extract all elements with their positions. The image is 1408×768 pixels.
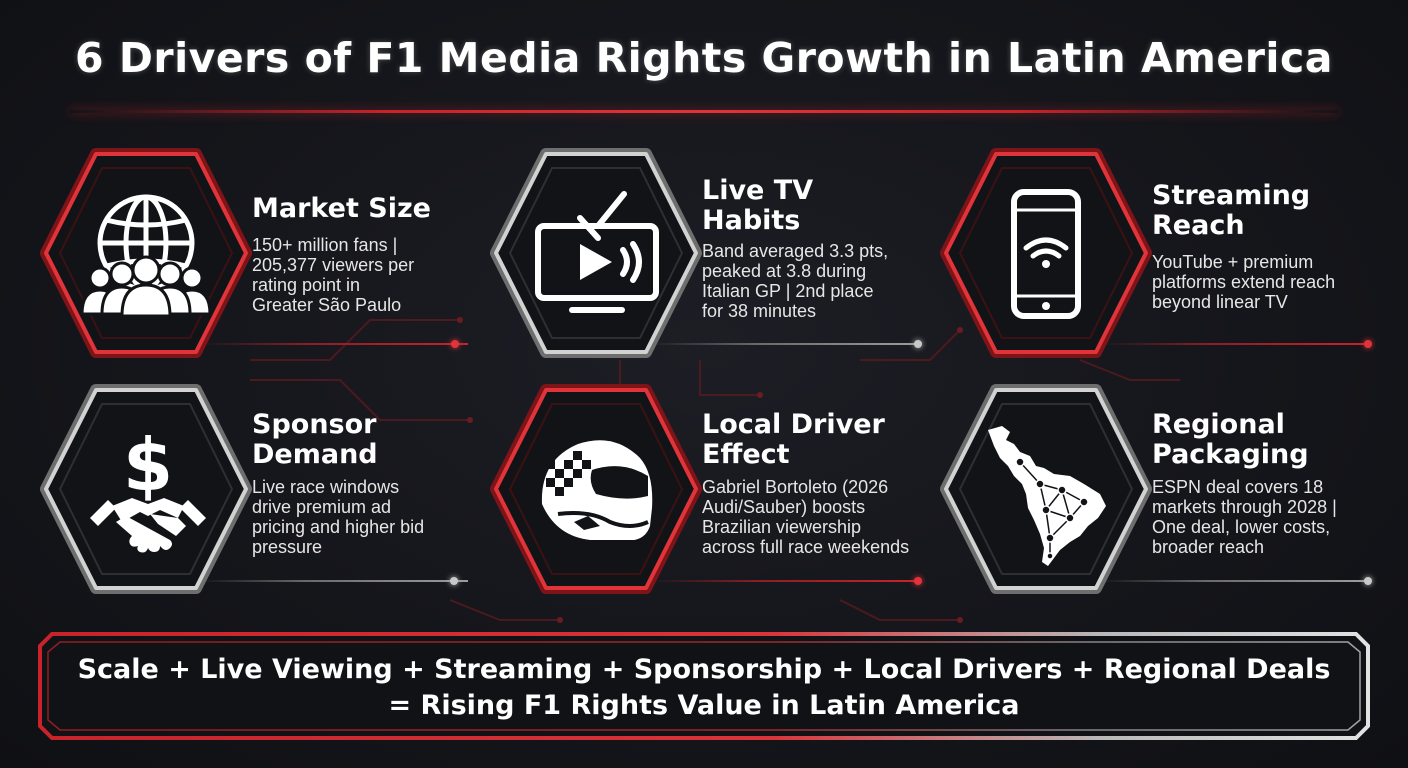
summary-equation: Scale + Live Viewing + Streaming + Spons…: [60, 652, 1348, 724]
dollar-handshake-icon: $: [90, 423, 206, 553]
svg-text:$: $: [123, 423, 173, 507]
card-description: Band averaged 3.3 pts, peaked at 3.8 dur…: [702, 241, 889, 321]
card-title: Sponsor Demand: [252, 409, 378, 470]
summary-line-2: = Rising F1 Rights Value in Latin Americ…: [388, 690, 1020, 721]
driver-card-local-driver-effect: Local Driver Effect Gabriel Bortoleto (2…: [490, 384, 930, 594]
card-description: Gabriel Bortoleto (2026 Audi/Sauber) boo…: [702, 477, 910, 557]
card-description: YouTube + premium platforms extend reach…: [1152, 252, 1336, 312]
connector-line: [200, 580, 468, 582]
card-title: Regional Packaging: [1152, 409, 1309, 470]
connector-dot: [1364, 340, 1372, 348]
title-underline: [70, 110, 1338, 113]
driver-card-market-size: Market Size 150+ million fans | 205,377 …: [40, 148, 480, 358]
connector-dot: [450, 577, 458, 585]
card-title: Market Size: [252, 193, 431, 224]
connector-line: [200, 343, 468, 345]
smartphone-wifi-icon: [1011, 189, 1081, 319]
card-description: ESPN deal covers 18 markets through 2028…: [1152, 477, 1337, 557]
card-description: Live race windows drive premium ad prici…: [252, 477, 425, 557]
racing-helmet-icon: [541, 440, 653, 540]
globe-people-icon: [80, 194, 212, 318]
connector-dot: [451, 340, 459, 348]
connector-line: [650, 580, 918, 582]
connector-dot: [1364, 577, 1372, 585]
latin-america-network-map-icon: [988, 426, 1106, 566]
card-title: Local Driver Effect: [702, 409, 885, 470]
driver-card-regional-packaging: Regional Packaging ESPN deal covers 18 m…: [940, 384, 1380, 594]
connector-dot: [914, 340, 922, 348]
connector-line: [1100, 343, 1368, 345]
page-title: 6 Drivers of F1 Media Rights Growth in L…: [75, 34, 1333, 82]
connector-line: [650, 343, 918, 345]
driver-card-streaming-reach: Streaming Reach YouTube + premium platfo…: [940, 148, 1380, 358]
tv-play-icon: [535, 191, 659, 313]
hexagon-frame: [40, 384, 252, 594]
card-title: Live TV Habits: [702, 175, 814, 236]
driver-card-sponsor-demand: $ Sponsor Demand Live race windows drive…: [40, 384, 480, 594]
summary-line-1: Scale + Live Viewing + Streaming + Spons…: [77, 654, 1331, 685]
summary-banner-frame: [38, 632, 1370, 740]
driver-card-live-tv-habits: Live TV Habits Band averaged 3.3 pts, pe…: [490, 148, 930, 358]
card-description: 150+ million fans | 205,377 viewers per …: [252, 235, 415, 315]
connector-dot: [914, 577, 922, 585]
connector-line: [1100, 580, 1368, 582]
card-title: Streaming Reach: [1152, 180, 1311, 241]
